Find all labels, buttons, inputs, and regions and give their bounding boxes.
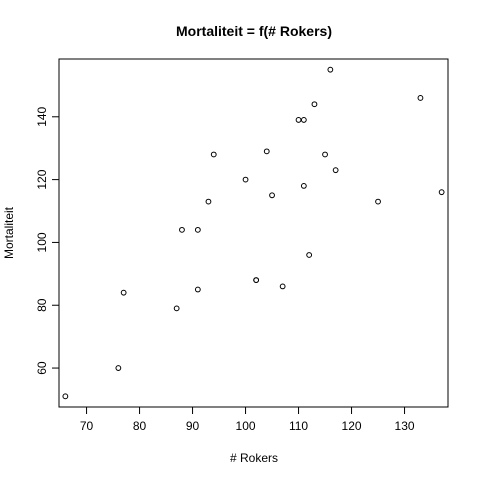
data-point [417, 95, 424, 101]
y-tick-label: 100 [35, 232, 49, 252]
data-point [120, 289, 127, 296]
x-tick-label: 90 [186, 419, 200, 433]
data-point [210, 151, 217, 158]
data-point [279, 283, 286, 290]
chart-title: Mortaliteit = f(# Rokers) [176, 23, 332, 39]
data-points [62, 66, 445, 400]
y-axis-label: Mortaliteit [2, 206, 16, 259]
data-point [295, 117, 302, 123]
y-tick-label: 140 [35, 106, 49, 126]
x-tick-label: 70 [80, 419, 94, 433]
x-tick-label: 80 [133, 419, 147, 433]
data-point [263, 148, 270, 155]
data-point [179, 226, 185, 233]
data-point [300, 117, 307, 123]
data-point [62, 393, 69, 400]
data-point [300, 182, 307, 189]
x-tick-label: 120 [342, 419, 362, 433]
data-point [194, 226, 201, 233]
y-tick-label: 120 [35, 169, 49, 189]
data-point [269, 192, 275, 199]
data-point [322, 151, 328, 158]
data-point [173, 305, 180, 312]
x-tick-label: 130 [395, 419, 415, 433]
data-point [242, 176, 249, 183]
data-point [311, 101, 318, 108]
x-tick-label: 100 [236, 419, 256, 433]
x-axis-label: # Rokers [230, 451, 278, 465]
x-axis: 70 80 90 100 110 120 130 [80, 406, 415, 433]
x-tick-label: 110 [289, 419, 308, 433]
plot-frame [58, 58, 449, 408]
data-point [306, 252, 313, 258]
data-point [332, 167, 339, 174]
data-point [253, 277, 260, 284]
y-axis: 60 80 100 120 140 [35, 106, 60, 375]
y-tick-label: 80 [35, 298, 49, 312]
data-point [205, 198, 212, 205]
data-point [327, 66, 334, 73]
y-tick-label: 60 [35, 361, 49, 375]
data-point [194, 286, 201, 293]
data-point [438, 189, 445, 196]
data-point [115, 365, 122, 371]
data-point [375, 198, 381, 205]
